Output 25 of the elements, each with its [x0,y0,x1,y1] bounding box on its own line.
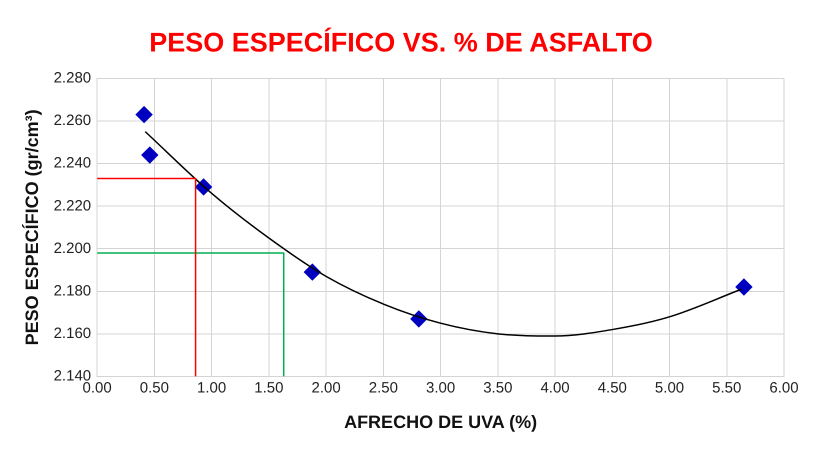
x-tick-label: 4.00 [540,380,570,397]
y-tick-label: 2.220 [54,197,92,214]
x-tick-label: 1.00 [197,380,226,397]
x-tick-label: 0.50 [140,380,169,397]
y-tick-label: 2.240 [54,154,92,172]
chart-title: PESO ESPECÍFICO VS. % DE ASFALTO [149,28,653,58]
x-axis-title: AFRECHO DE UVA (%) [344,412,538,432]
x-tick-label: 1.50 [254,380,284,397]
y-axis-title: PESO ESPECÍFICO (gr/cm³) [22,109,42,346]
x-tick-label: 6.00 [769,380,799,397]
x-tick-label: 4.50 [598,380,627,397]
point [136,106,153,124]
y-tick-label: 2.180 [54,282,92,300]
point [735,278,752,296]
point [141,146,158,164]
y-tick-label: 2.160 [54,324,92,342]
y-tick-label: 2.200 [54,240,92,257]
x-tick-label: 3.50 [483,380,512,397]
x-tick-label: 2.50 [368,380,398,397]
x-tick-label: 2.00 [311,380,341,397]
y-tick-label: 2.260 [54,112,92,130]
y-tick-label: 2.280 [54,70,92,87]
x-tick-label: 3.00 [426,380,456,397]
x-tick-label: 5.00 [654,380,684,397]
x-tick-label: 5.50 [712,380,742,397]
